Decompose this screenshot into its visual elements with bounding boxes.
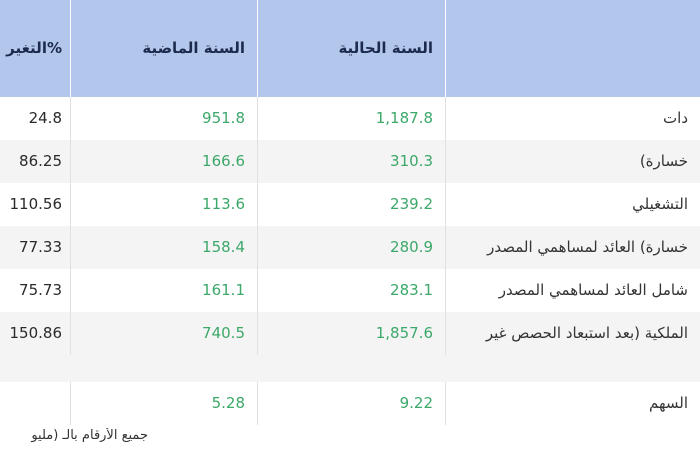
table-row: 77.33 158.4 280.9 خسارة) العائد لمساهمي الم… <box>0 226 700 269</box>
change-cell: 77.33 <box>19 238 62 256</box>
change-cell: 75.73 <box>19 281 62 299</box>
current-year-cell: 9.22 <box>257 382 445 425</box>
change-cell: 150.86 <box>9 324 63 342</box>
footer-note: جميع الأرقام بالـ (مليو <box>31 428 148 443</box>
last-year-cell: 161.1 <box>70 269 257 312</box>
last-year-cell: 951.8 <box>70 97 257 140</box>
row-label: التشغيلي <box>445 183 700 226</box>
change-cell <box>0 382 70 425</box>
row-label: شامل العائد لمساهمي المصدر <box>445 269 700 312</box>
header-current-year: السنة الحالية <box>257 0 445 97</box>
table-row: 24.8 951.8 1,187.8 دات <box>0 97 700 140</box>
header-label <box>445 0 700 97</box>
table-header: التغير% السنة الماضية السنة الحالية <box>0 0 700 97</box>
row-label: خسارة) <box>445 140 700 183</box>
row-label: الملكية (بعد استبعاد الحصص غير <box>445 312 700 355</box>
table-row: 75.73 161.1 283.1 شامل العائد لمساهمي المصد… <box>0 269 700 312</box>
last-year-cell: 158.4 <box>70 226 257 269</box>
current-year-cell: 1,857.6 <box>257 312 445 355</box>
current-year-cell: 239.2 <box>257 183 445 226</box>
row-label: السهم <box>445 382 700 425</box>
current-year-cell: 310.3 <box>257 140 445 183</box>
current-year-cell: 280.9 <box>257 226 445 269</box>
table-row: 110.56 113.6 239.2 التشغيلي <box>0 183 700 226</box>
table-row: 86.25 166.6 310.3 خسارة) <box>0 140 700 183</box>
change-cell: 86.25 <box>19 152 62 170</box>
header-last-year: السنة الماضية <box>70 0 257 97</box>
header-change: التغير% <box>6 39 62 57</box>
row-label: خسارة) العائد لمساهمي المصدر <box>445 226 700 269</box>
row-label: دات <box>445 97 700 140</box>
current-year-cell: 283.1 <box>257 269 445 312</box>
current-year-cell: 1,187.8 <box>257 97 445 140</box>
change-cell: 24.8 <box>28 109 62 127</box>
table-row: 5.28 9.22 السهم <box>0 382 700 425</box>
last-year-cell: 5.28 <box>70 382 257 425</box>
last-year-cell: 166.6 <box>70 140 257 183</box>
change-cell: 110.56 <box>9 195 63 213</box>
last-year-cell: 740.5 <box>70 312 257 355</box>
table-row: 150.86 740.5 1,857.6 الملكية (بعد استبعاد ا… <box>0 312 700 382</box>
last-year-cell: 113.6 <box>70 183 257 226</box>
